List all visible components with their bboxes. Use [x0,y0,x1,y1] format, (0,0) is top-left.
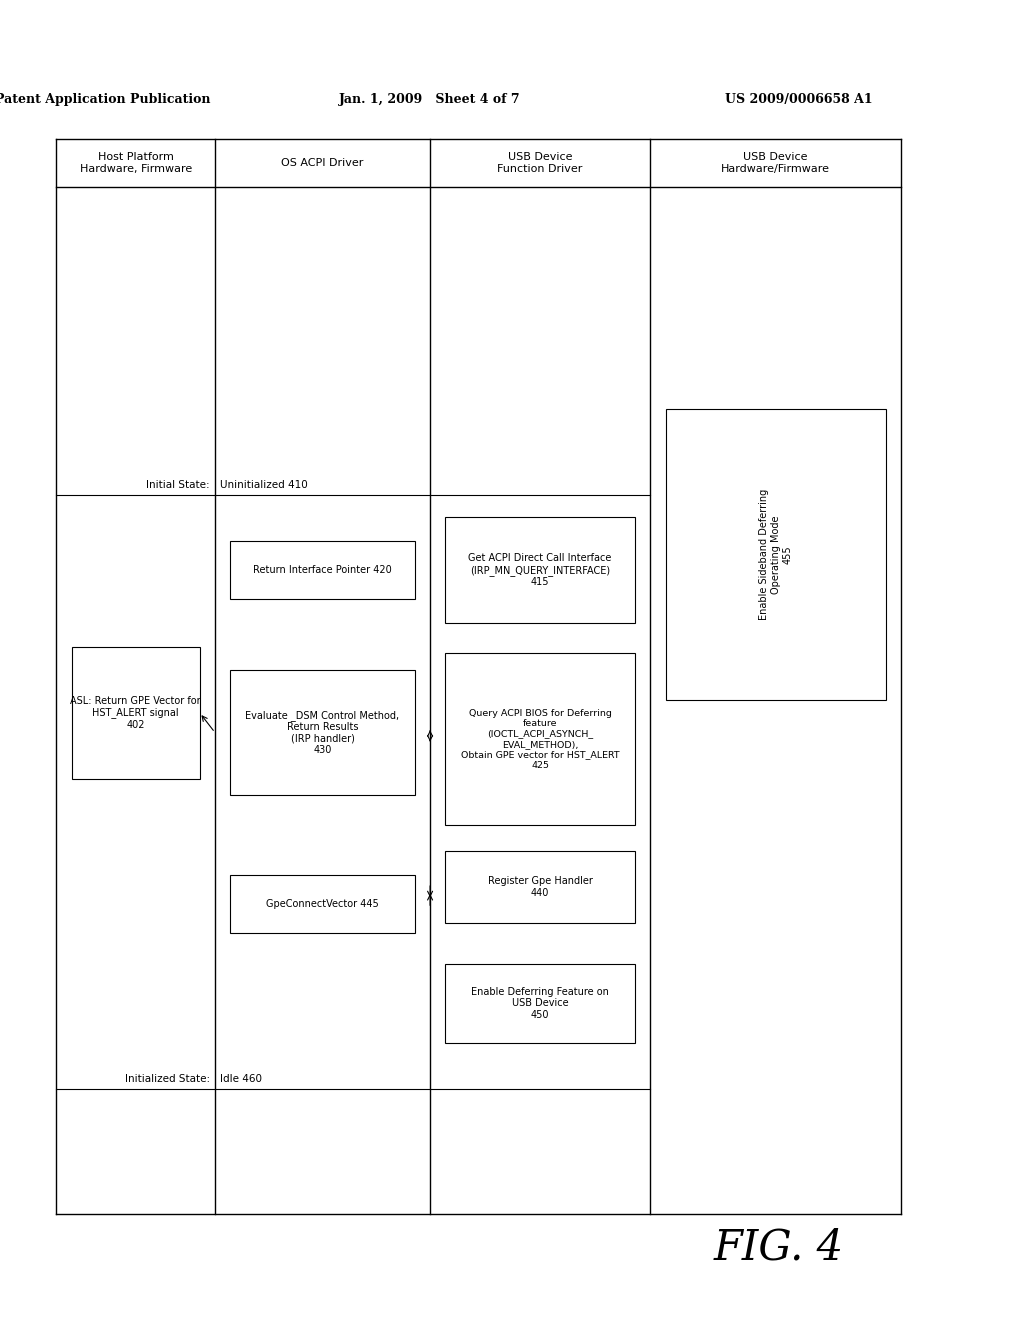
Bar [72,647,200,779]
Text: Evaluate _DSM Control Method,
Return Results
(IRP handler)
430: Evaluate _DSM Control Method, Return Res… [246,710,399,755]
Text: OS ACPI Driver: OS ACPI Driver [282,158,364,168]
Text: Patent Application Publication: Patent Application Publication [0,92,210,106]
Text: USB Device
Function Driver: USB Device Function Driver [498,152,583,174]
Text: USB Device
Hardware/Firmware: USB Device Hardware/Firmware [721,152,830,174]
Bar [445,653,635,825]
Text: Enable Sideband Deferring
Operating Mode
455: Enable Sideband Deferring Operating Mode… [759,488,793,620]
Text: Initialized State:: Initialized State: [125,1073,210,1084]
Text: Register Gpe Handler
440: Register Gpe Handler 440 [487,876,593,898]
Text: Uninitialized 410: Uninitialized 410 [220,479,308,490]
Text: Initial State:: Initial State: [146,479,210,490]
Bar [230,669,415,795]
Text: Host Platform
Hardware, Firmware: Host Platform Hardware, Firmware [80,152,191,174]
Bar [445,517,635,623]
Bar [445,851,635,924]
Text: Jan. 1, 2009   Sheet 4 of 7: Jan. 1, 2009 Sheet 4 of 7 [339,92,521,106]
Text: GpeConnectVector 445: GpeConnectVector 445 [266,899,379,909]
Bar [666,409,886,700]
Bar [445,964,635,1043]
Bar [230,541,415,599]
Text: ASL: Return GPE Vector for
HST_ALERT signal
402: ASL: Return GPE Vector for HST_ALERT sig… [71,696,201,730]
Text: FIG. 4: FIG. 4 [713,1226,844,1269]
Text: Enable Deferring Feature on
USB Device
450: Enable Deferring Feature on USB Device 4… [471,986,609,1020]
Text: US 2009/0006658 A1: US 2009/0006658 A1 [725,92,872,106]
Bar [230,875,415,933]
Text: Return Interface Pointer 420: Return Interface Pointer 420 [253,565,392,576]
Text: Get ACPI Direct Call Interface
(IRP_MN_QUERY_INTERFACE)
415: Get ACPI Direct Call Interface (IRP_MN_Q… [468,553,612,587]
Text: Idle 460: Idle 460 [220,1073,262,1084]
Text: Query ACPI BIOS for Deferring
feature
(IOCTL_ACPI_ASYNCH_
EVAL_METHOD),
Obtain G: Query ACPI BIOS for Deferring feature (I… [461,709,620,770]
